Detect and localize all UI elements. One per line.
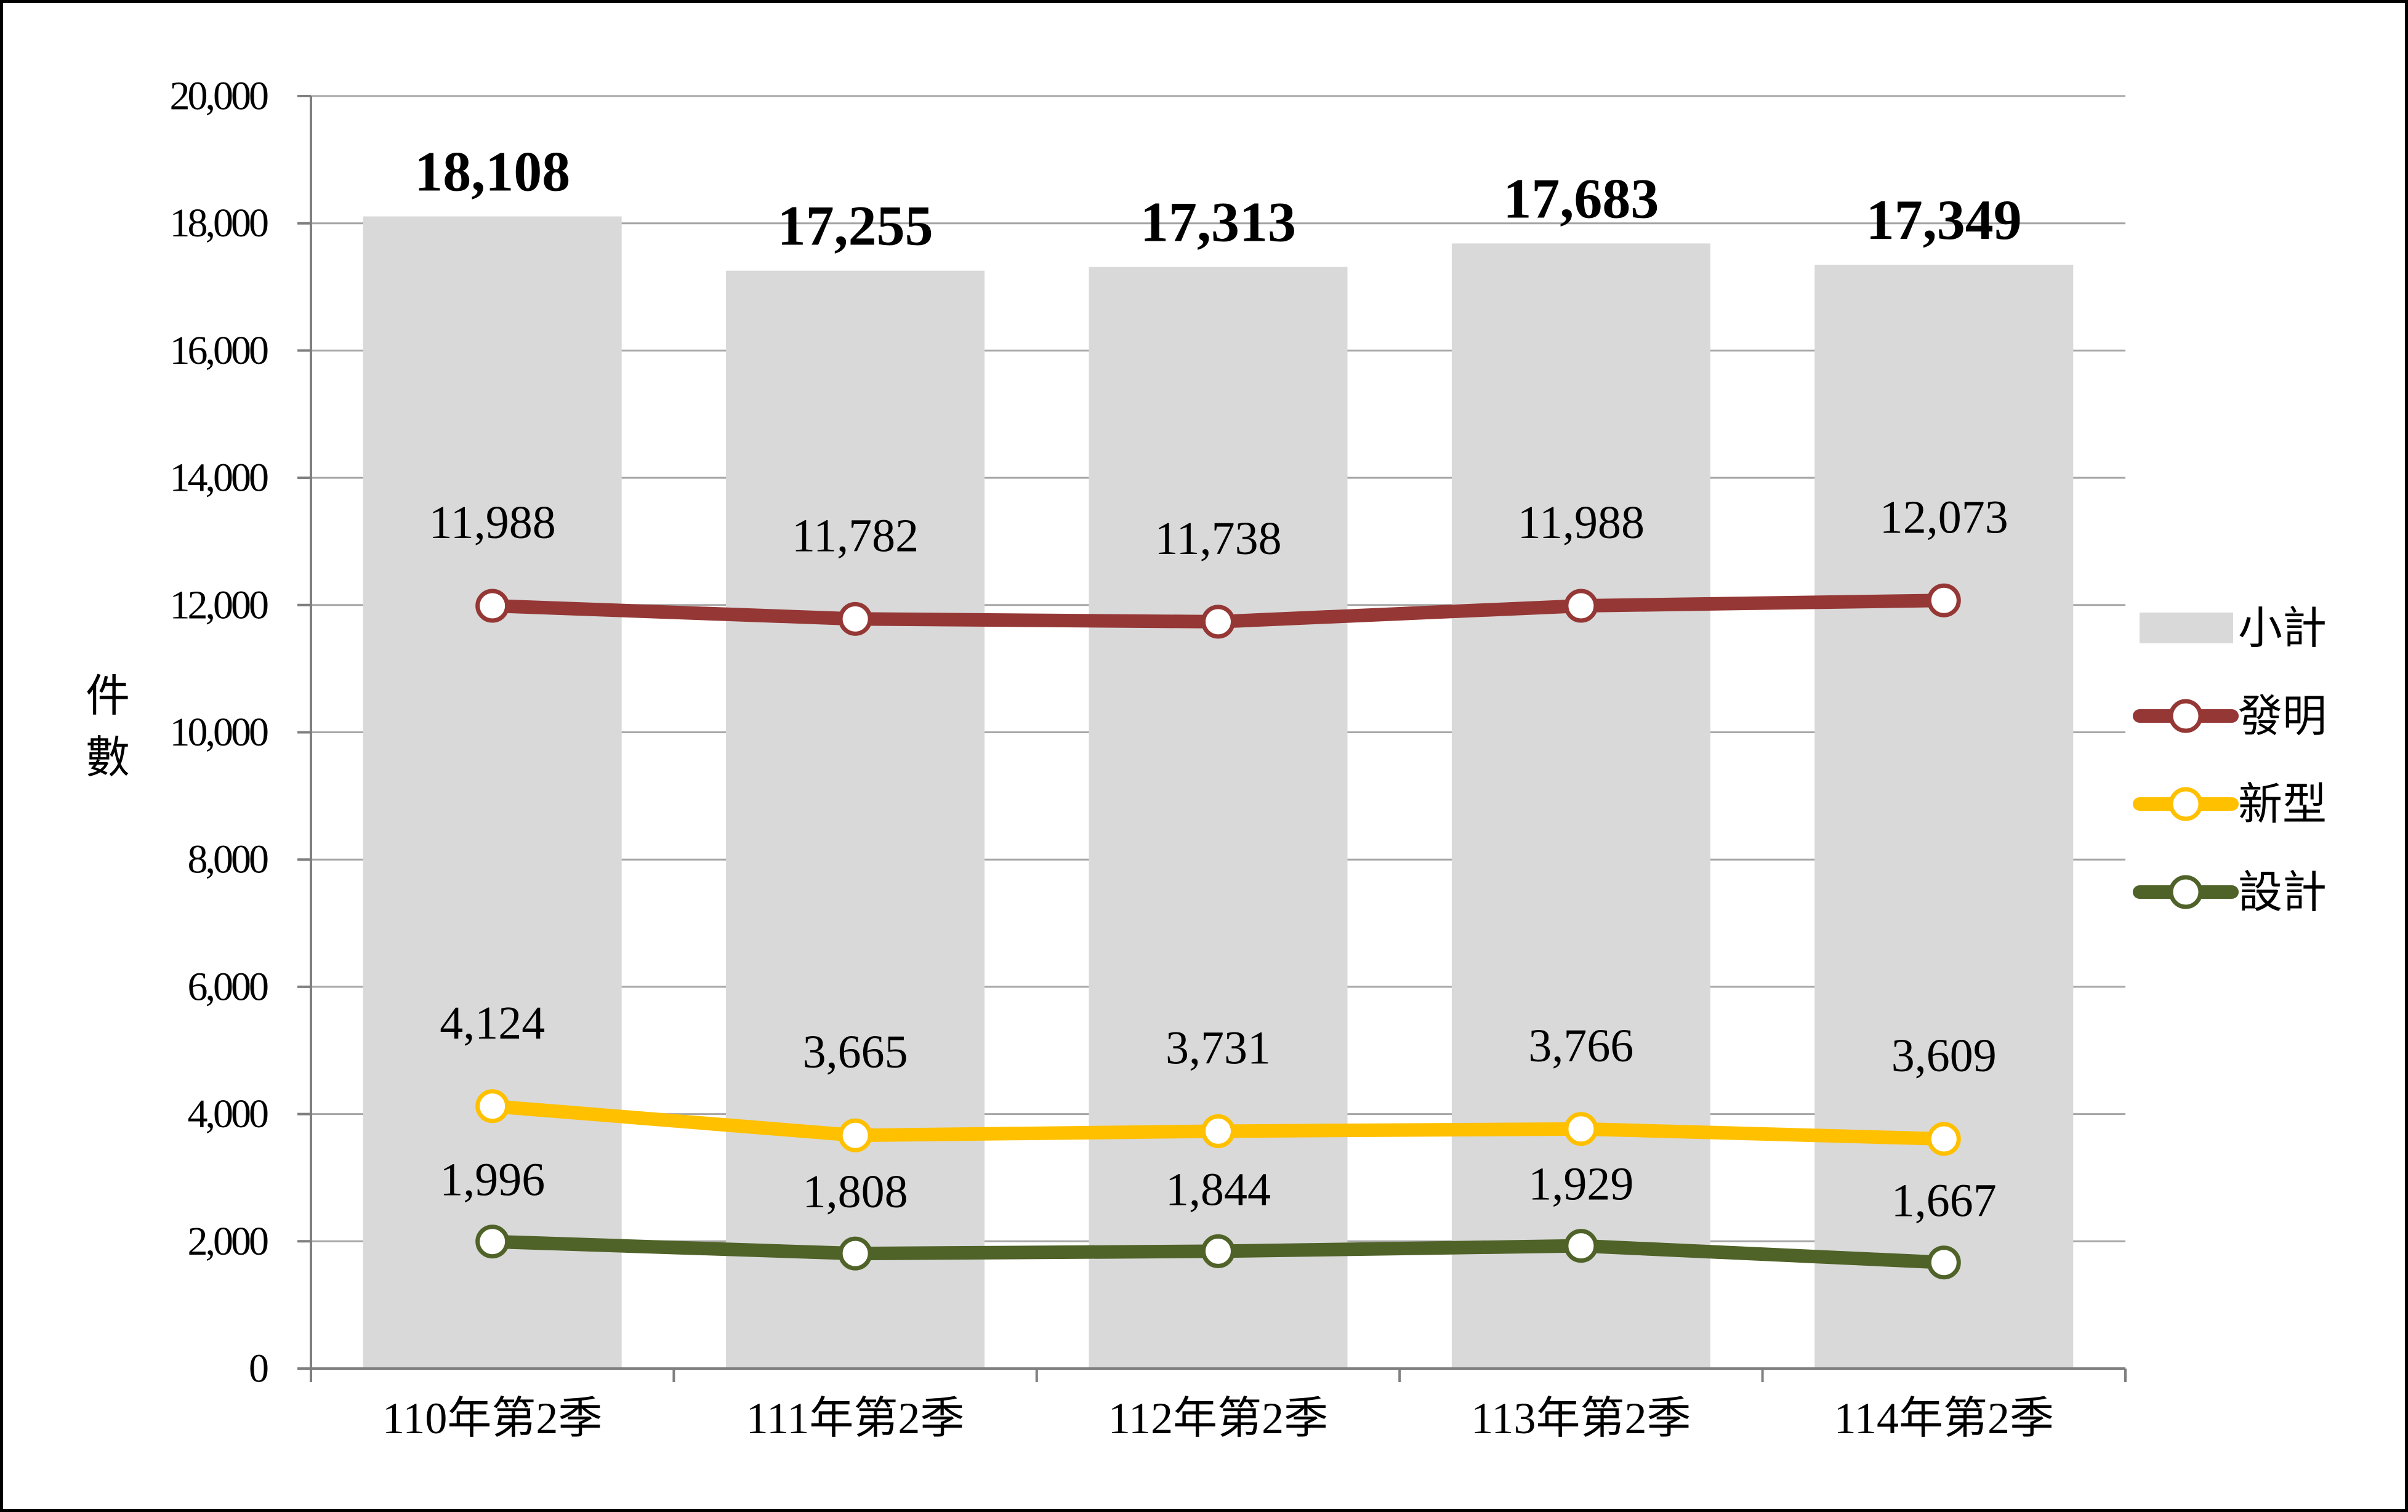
- y-tick-label: 12,000: [170, 582, 268, 627]
- line-data-label: 11,738: [1154, 513, 1281, 565]
- y-tick-label: 20,000: [170, 74, 268, 119]
- series-point: [1564, 589, 1598, 623]
- legend-label: 設計: [2238, 866, 2327, 918]
- y-tick-label: 0: [249, 1346, 268, 1391]
- series-point: [1927, 1122, 1961, 1156]
- line-data-label: 12,073: [1880, 491, 2008, 543]
- line-data-label: 11,988: [429, 497, 556, 549]
- line-data-label: 3,731: [1166, 1022, 1271, 1074]
- bars: [363, 216, 2074, 1369]
- x-tick-label: 110年第2季: [382, 1394, 602, 1443]
- x-tick-label: 112年第2季: [1108, 1394, 1328, 1443]
- series-point: [1927, 1245, 1961, 1280]
- legend-swatch-marker: [2168, 699, 2203, 733]
- series-point: [1201, 1114, 1235, 1148]
- legend-swatch-marker: [2168, 875, 2203, 909]
- line-data-label: 3,766: [1528, 1020, 1633, 1072]
- x-tick-label: 114年第2季: [1834, 1394, 2054, 1443]
- bar-data-label: 17,255: [778, 195, 933, 257]
- y-tick-label: 8,000: [188, 837, 268, 882]
- x-tick-label: 111年第2季: [746, 1394, 965, 1443]
- bar-data-label: 17,349: [1866, 188, 2022, 251]
- axes: 0 2,000 4,000 6,000 8,000 10,000 12,000 14,000 1…: [86, 74, 2127, 1443]
- series-point: [475, 589, 510, 623]
- legend-label: 發明: [2238, 690, 2327, 742]
- line-data-label: 11,782: [792, 510, 919, 561]
- y-tick-label: 14,000: [170, 456, 268, 501]
- legend-label: 小計: [2238, 602, 2327, 654]
- line-data-label: 1,929: [1528, 1159, 1633, 1210]
- line-data-label: 1,996: [440, 1154, 545, 1206]
- y-tick-label: 6,000: [188, 964, 268, 1009]
- y-tick-label: 16,000: [170, 328, 268, 373]
- line-data-label: 4,124: [440, 997, 545, 1049]
- line-data-label: 3,609: [1891, 1030, 1997, 1082]
- series-point: [1201, 605, 1235, 639]
- series-point: [838, 601, 872, 636]
- series-point: [838, 1236, 872, 1271]
- bar-subtotal: [1451, 243, 1710, 1369]
- line-data-label: 3,665: [803, 1026, 908, 1078]
- legend-swatch-marker: [2168, 787, 2203, 821]
- bar-subtotal: [1814, 264, 2074, 1369]
- bar-subtotal: [363, 216, 622, 1369]
- series-point: [475, 1224, 510, 1259]
- series-point: [838, 1118, 872, 1152]
- line-data-label: 1,667: [1891, 1175, 1997, 1227]
- bar-data-label: 17,683: [1503, 167, 1659, 230]
- bar-subtotal: [726, 270, 985, 1369]
- legend-swatch-bar: [2140, 613, 2233, 643]
- bar-data-label: 17,313: [1140, 191, 1296, 254]
- bar-data-label: 18,108: [414, 140, 570, 203]
- chart-svg: 0 2,000 4,000 6,000 8,000 10,000 12,000 14,000 1…: [86, 74, 2327, 1444]
- y-axis-label: 件數: [86, 670, 130, 783]
- y-tick-label: 18,000: [170, 201, 268, 246]
- series-point: [1564, 1229, 1598, 1263]
- y-tick-label: 2,000: [188, 1219, 268, 1264]
- legend-label: 新型: [2238, 778, 2327, 830]
- series-lines: [475, 583, 1961, 1280]
- series-point: [1564, 1112, 1598, 1146]
- line-data-label: 11,988: [1518, 497, 1645, 549]
- bar-subtotal: [1089, 267, 1348, 1369]
- y-tick-label: 4,000: [188, 1092, 268, 1136]
- series-point: [1927, 583, 1961, 617]
- line-data-label: 1,844: [1166, 1164, 1271, 1215]
- line-data-label: 1,808: [803, 1166, 908, 1218]
- y-tick-label: 10,000: [170, 710, 268, 755]
- series-point: [1201, 1234, 1235, 1268]
- x-tick-label: 113年第2季: [1471, 1394, 1691, 1443]
- data-labels: 18,108 17,255 17,313 17,683 17,349 11,988 11,7…: [414, 140, 2022, 1227]
- series-point: [475, 1089, 510, 1124]
